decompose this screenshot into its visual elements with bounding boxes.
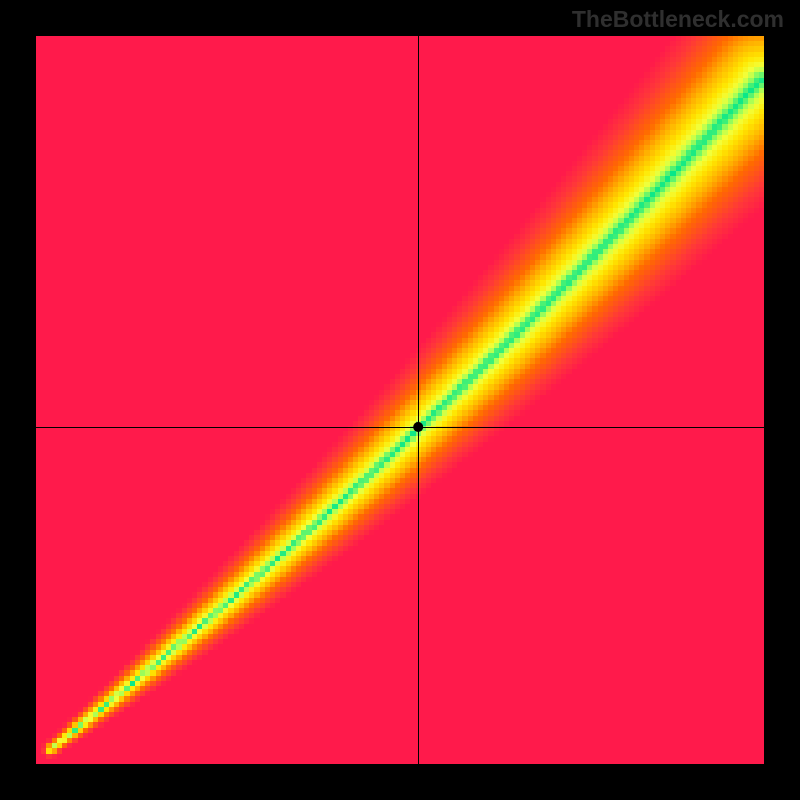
bottleneck-heatmap <box>0 0 800 800</box>
attribution-label: TheBottleneck.com <box>572 6 784 33</box>
chart-container: TheBottleneck.com <box>0 0 800 800</box>
